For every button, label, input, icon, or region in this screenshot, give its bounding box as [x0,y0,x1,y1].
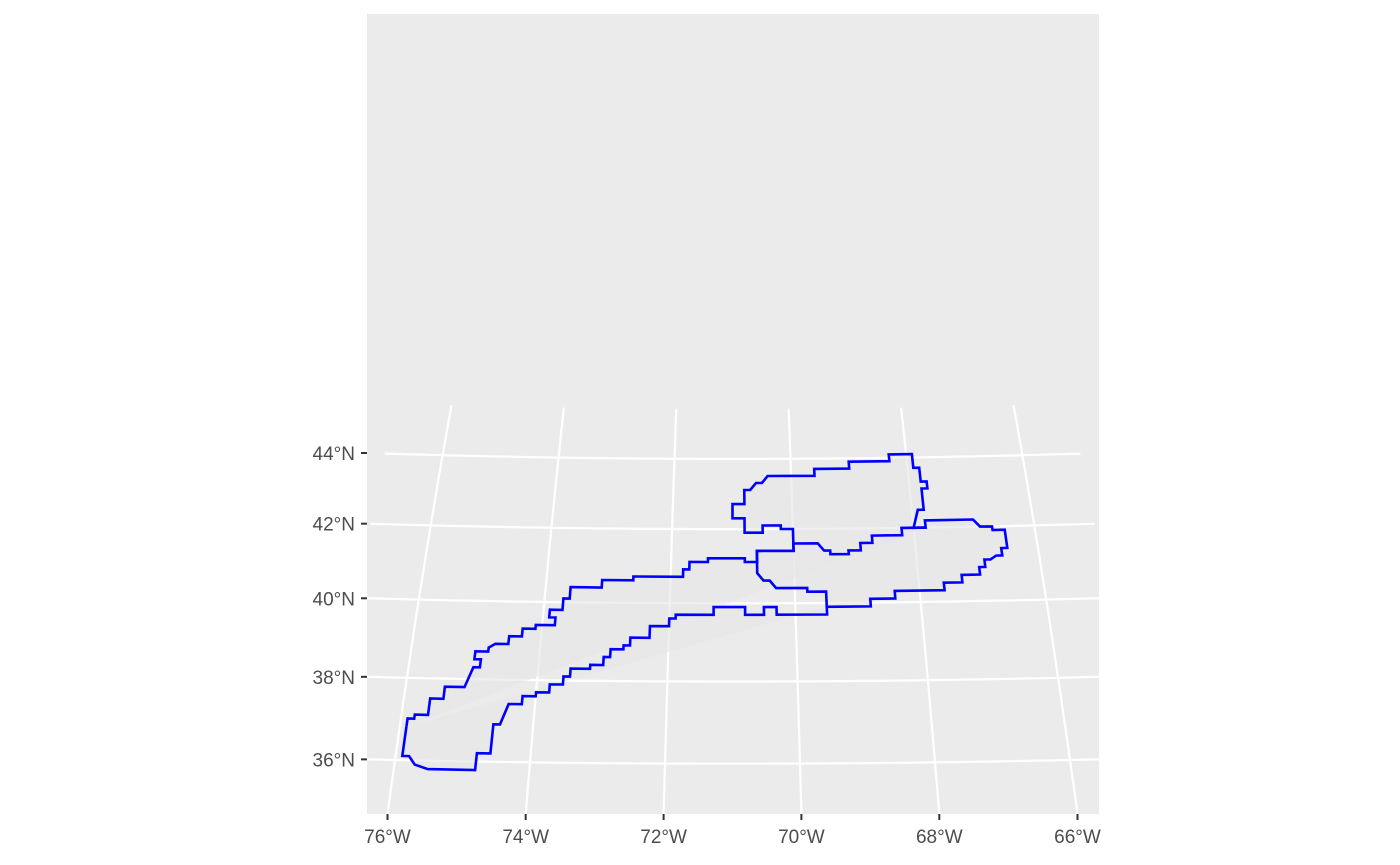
x-tick-label-1: 74°W [502,827,549,848]
axes: 76°W 74°W 72°W 70°W 68°W 66°W 36°N 38°N 40°N 42°N… [313,444,1101,848]
polygon-fill-0 [402,454,1008,770]
x-tick-label-4: 68°W [916,827,963,848]
x-tick-label-2: 72°W [640,827,687,848]
polygon-outline-1 [405,526,926,727]
y-tick-label-4: 44°N [313,444,355,465]
y-tick-label-3: 42°N [313,515,355,536]
x-tick-label-0: 76°W [364,827,411,848]
x-tick-label-3: 70°W [778,827,825,848]
parallel-line-4 [384,452,1081,460]
y-tick-label-2: 40°N [313,589,355,610]
parallel-line-2 [367,597,1099,605]
polygons-layer [400,452,1009,772]
polygon-outline-0 [400,452,1009,772]
x-tick-label-5: 66°W [1054,827,1101,848]
y-tick-label-1: 38°N [313,668,355,689]
y-tick-label-0: 36°N [313,750,355,771]
